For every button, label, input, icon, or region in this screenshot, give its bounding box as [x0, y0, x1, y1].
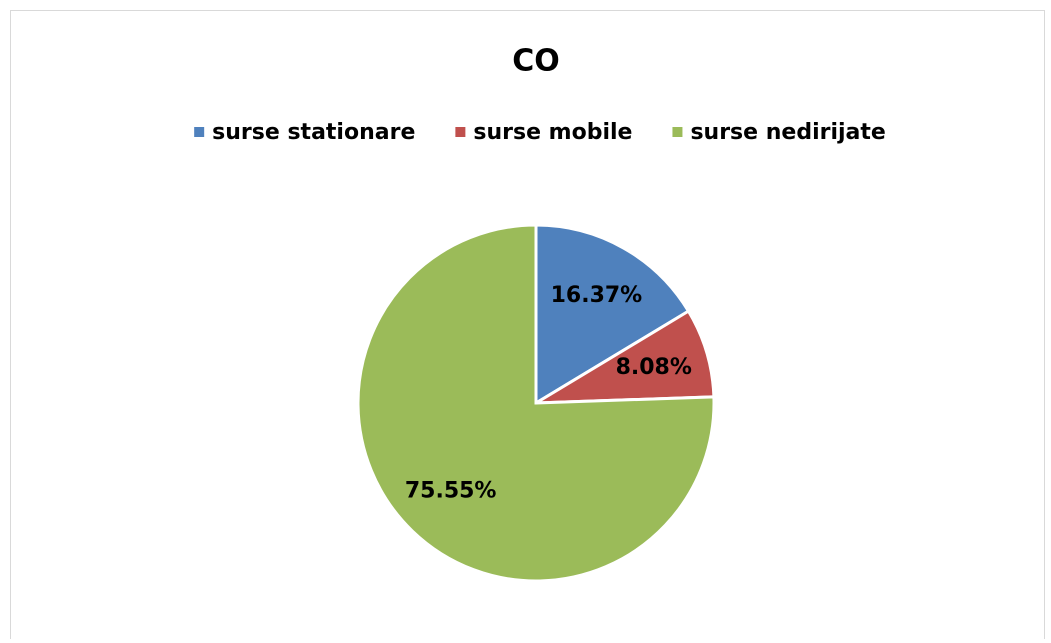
pie-slice — [356, 223, 716, 583]
pie-slice — [534, 223, 691, 406]
data-label: 8.08% — [616, 355, 692, 380]
chart-title: CO — [512, 44, 560, 79]
legend-label: surse mobile — [473, 120, 632, 145]
data-label: 75.55% — [405, 478, 497, 503]
legend-swatch — [672, 127, 683, 137]
pie-slice — [530, 309, 716, 405]
legend-label: surse nedirijate — [690, 120, 885, 145]
legend-swatch — [194, 127, 205, 137]
legend-swatch — [455, 127, 466, 137]
legend-label: surse stationare — [212, 120, 415, 145]
data-label: 16.37% — [551, 283, 643, 308]
